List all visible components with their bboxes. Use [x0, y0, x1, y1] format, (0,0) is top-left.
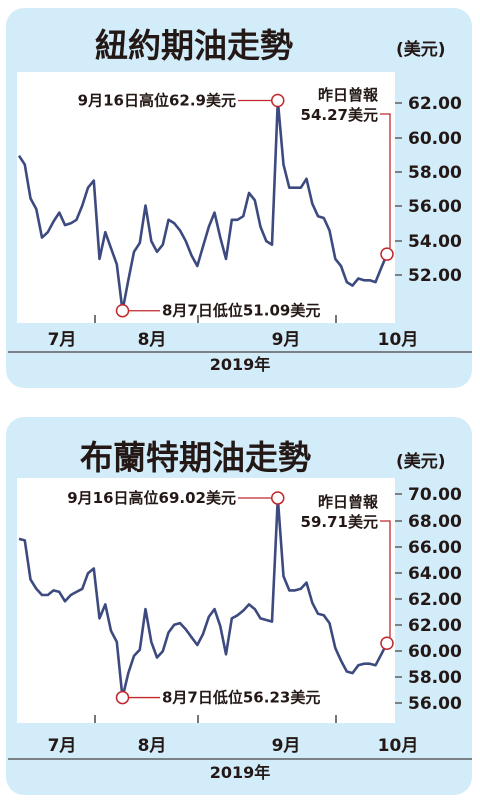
brent-chart-panel: 布蘭特期油走勢 (美元) 7月 8月 9月 10月 2019年 56.00 58.00 60.00… [0, 405, 480, 800]
y-tick-label: 66.00 [408, 538, 462, 558]
last-marker [380, 247, 394, 261]
chart-title: 布蘭特期油走勢 [80, 438, 311, 477]
x-tick-label: 8月 [138, 736, 167, 756]
plot-area [17, 478, 395, 723]
last-marker [380, 636, 394, 651]
last-annotation-line2: 54.27美元 [301, 106, 378, 124]
last-annotation-line1: 昨日曾報 [318, 493, 379, 511]
x-tick-label: 7月 [48, 736, 77, 756]
y-tick-label: 60.00 [408, 129, 462, 149]
unit-label: (美元) [396, 451, 446, 472]
year-label: 2019年 [210, 355, 271, 374]
y-tick-label: 70.00 [408, 485, 462, 505]
x-tick-label: 10月 [378, 330, 419, 350]
x-tick-label: 8月 [138, 330, 167, 350]
low-marker [115, 303, 130, 318]
y-tick-label: 64.00 [408, 564, 462, 584]
y-tick-label: 62.00 [408, 616, 462, 636]
y-tick-label: 52.00 [408, 266, 462, 286]
x-tick-label: 9月 [272, 330, 301, 350]
brent-chart: 布蘭特期油走勢 (美元) 7月 8月 9月 10月 2019年 56.00 58.00 60.00… [6, 417, 472, 795]
high-annotation: 9月16日高位69.02美元 [67, 489, 236, 507]
low-marker [115, 690, 130, 705]
unit-label: (美元) [396, 39, 446, 60]
low-annotation: 8月7日低位51.09美元 [162, 302, 320, 320]
y-tick-label: 62.00 [408, 94, 462, 114]
high-marker [271, 491, 285, 505]
chart-title: 紐約期油走勢 [95, 26, 293, 65]
nymex-chart: 紐約期油走勢 (美元) 7月 8月 9月 10月 2019年 52.00 54.00 56.00 5… [6, 8, 472, 388]
y-tick-label: 60.00 [408, 642, 462, 662]
high-marker [271, 93, 285, 108]
last-leader-line [380, 520, 391, 638]
x-tick-label: 9月 [272, 736, 301, 756]
y-tick-label: 54.00 [408, 232, 462, 252]
last-leader-line [380, 113, 391, 249]
price-series-line [18, 496, 389, 699]
y-tick-label: 58.00 [408, 163, 462, 183]
plot-area [17, 72, 395, 323]
high-annotation: 9月16日高位62.9美元 [78, 91, 236, 109]
last-annotation-line1: 昨日曾報 [318, 86, 379, 104]
y-tick-label: 68.00 [408, 512, 462, 532]
low-annotation: 8月7日低位56.23美元 [162, 689, 320, 707]
y-tick-label: 58.00 [408, 668, 462, 688]
last-annotation-line2: 59.71美元 [301, 513, 378, 531]
price-series-line [17, 99, 389, 313]
y-tick-label: 62.00 [408, 590, 462, 610]
x-tick-label: 7月 [48, 330, 77, 350]
nymex-chart-panel: 紐約期油走勢 (美元) 7月 8月 9月 10月 2019年 52.00 54.00 56.00 5… [0, 0, 480, 390]
x-tick-label: 10月 [378, 736, 419, 756]
y-tick-label: 56.00 [408, 694, 462, 714]
year-label: 2019年 [210, 763, 271, 782]
y-tick-label: 56.00 [408, 197, 462, 217]
